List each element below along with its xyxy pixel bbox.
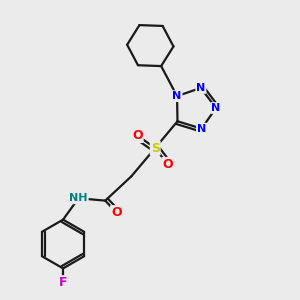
Text: S: S [151, 142, 160, 154]
Text: O: O [111, 206, 122, 219]
Text: O: O [132, 129, 143, 142]
Text: O: O [162, 158, 173, 171]
Text: N: N [196, 83, 206, 93]
Text: F: F [59, 276, 67, 289]
Text: NH: NH [69, 193, 88, 203]
Text: N: N [212, 103, 220, 113]
Text: N: N [172, 91, 182, 101]
Text: N: N [197, 124, 206, 134]
